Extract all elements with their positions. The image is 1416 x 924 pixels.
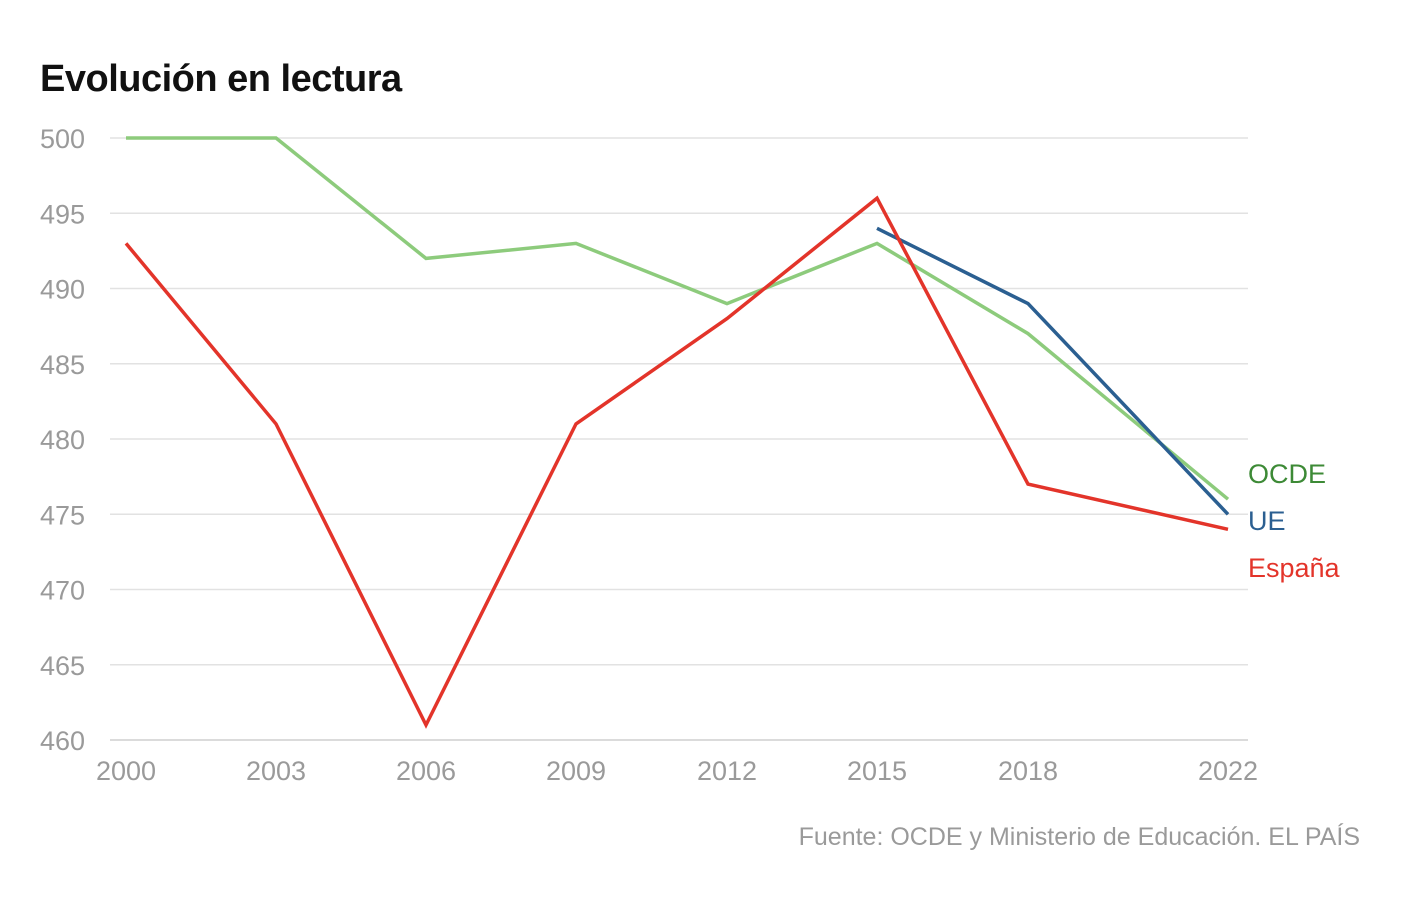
x-tick-label: 2009 bbox=[546, 756, 606, 786]
source-note: Fuente: OCDE y Ministerio de Educación. … bbox=[799, 822, 1360, 851]
y-tick-label: 500 bbox=[40, 124, 85, 154]
series-line bbox=[124, 195, 1229, 729]
x-axis-tick-labels: 2000 2003 2006 2009 2012 2015 2018 2022 bbox=[96, 756, 1258, 786]
x-tick-label: 2022 bbox=[1198, 756, 1258, 786]
y-tick-label: 495 bbox=[40, 199, 85, 229]
y-tick-label: 465 bbox=[40, 651, 85, 681]
grid-lines bbox=[110, 137, 1248, 741]
x-tick-label: 2003 bbox=[246, 756, 306, 786]
x-tick-label: 2015 bbox=[847, 756, 907, 786]
y-tick-label: 460 bbox=[40, 726, 85, 756]
series-line bbox=[126, 136, 1230, 501]
x-tick-label: 2000 bbox=[96, 756, 156, 786]
y-tick-label: 475 bbox=[40, 500, 85, 530]
y-tick-label: 480 bbox=[40, 425, 85, 455]
y-tick-label: 490 bbox=[40, 275, 85, 305]
series-labels: OCDE UE España bbox=[1248, 459, 1341, 583]
series-label: OCDE bbox=[1248, 459, 1326, 489]
x-tick-label: 2018 bbox=[998, 756, 1058, 786]
y-tick-label: 470 bbox=[40, 576, 85, 606]
chart-title: Evolución en lectura bbox=[40, 58, 402, 100]
series-label: UE bbox=[1248, 506, 1286, 536]
x-tick-label: 2012 bbox=[697, 756, 757, 786]
series-lines bbox=[124, 136, 1230, 729]
y-tick-label: 485 bbox=[40, 350, 85, 380]
x-tick-label: 2006 bbox=[396, 756, 456, 786]
series-line bbox=[876, 226, 1230, 516]
series-label: España bbox=[1248, 553, 1341, 583]
y-axis-tick-labels: 500 495 490 485 480 475 470 465 460 bbox=[40, 124, 85, 756]
